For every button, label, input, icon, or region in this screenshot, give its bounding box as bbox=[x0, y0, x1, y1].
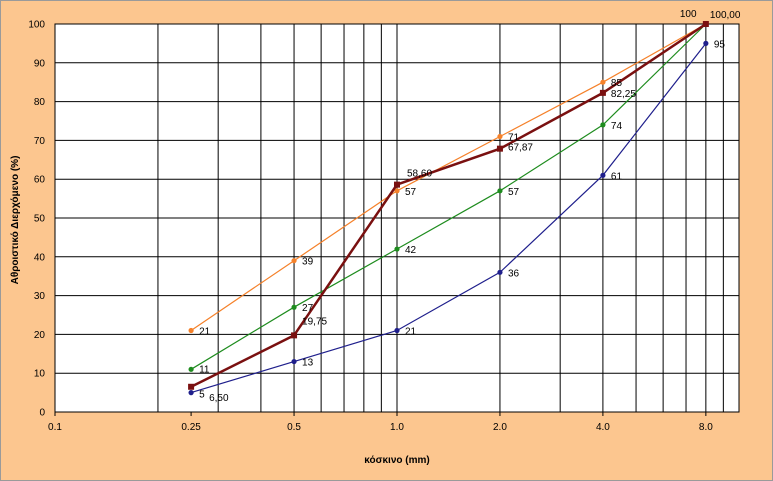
data-label: 6,50 bbox=[209, 393, 229, 404]
x-tick-label: 4.0 bbox=[596, 422, 610, 433]
data-point bbox=[394, 188, 400, 194]
data-label: 21 bbox=[405, 327, 417, 338]
data-label: 61 bbox=[611, 171, 623, 182]
y-tick-label: 10 bbox=[34, 369, 46, 380]
data-label: 27 bbox=[302, 303, 314, 314]
data-label: 13 bbox=[302, 358, 314, 369]
data-label: 11 bbox=[199, 364, 210, 375]
axes: 0 10 20 30 40 50 60 70 80 90 100 0.1 0.25 0.5 1.0 2.0 4.… bbox=[28, 20, 740, 433]
data-point bbox=[188, 366, 194, 372]
y-tick-label: 90 bbox=[34, 58, 46, 69]
data-label: 100,00 bbox=[710, 10, 741, 21]
data-point bbox=[599, 89, 606, 96]
data-point bbox=[497, 188, 503, 194]
data-label: 82,25 bbox=[611, 89, 636, 100]
data-point bbox=[600, 122, 606, 128]
data-labels: 21 39 57 71 85 100 11 27 42 57 74 5 13 21 36 61 95 6,50 19… bbox=[199, 9, 741, 404]
series-line bbox=[190, 22, 707, 388]
data-point bbox=[600, 172, 606, 178]
data-point bbox=[497, 133, 503, 140]
x-tick-label: 0.25 bbox=[181, 422, 201, 433]
data-point bbox=[496, 145, 503, 152]
data-point bbox=[188, 327, 194, 334]
y-tick-label: 50 bbox=[34, 214, 46, 225]
data-label: 42 bbox=[405, 245, 417, 256]
data-label: 36 bbox=[508, 268, 520, 279]
y-tick-label: 70 bbox=[34, 136, 46, 147]
y-tick-label: 60 bbox=[34, 175, 46, 186]
data-point bbox=[394, 327, 400, 334]
x-tick-label: 0.1 bbox=[48, 422, 62, 433]
data-label: 74 bbox=[611, 121, 623, 132]
data-label: 21 bbox=[199, 327, 211, 338]
x-tick-label: 1.0 bbox=[390, 422, 404, 433]
data-label: 95 bbox=[714, 39, 726, 50]
data-label: 39 bbox=[302, 257, 314, 268]
data-point bbox=[188, 390, 194, 396]
data-point bbox=[291, 304, 297, 310]
data-point bbox=[497, 269, 503, 275]
data-point bbox=[394, 246, 400, 252]
y-tick-label: 30 bbox=[34, 291, 46, 302]
series-line bbox=[190, 23, 707, 370]
data-point bbox=[702, 21, 709, 27]
y-tick-label: 20 bbox=[34, 330, 46, 341]
y-axis-title: Αθροιστικό Διερχόμενο (%) bbox=[10, 156, 21, 285]
data-point bbox=[703, 40, 709, 47]
data-label: 100 bbox=[680, 9, 697, 20]
data-point bbox=[600, 79, 606, 85]
data-point bbox=[291, 332, 298, 339]
data-point bbox=[394, 181, 400, 188]
y-tick-label: 100 bbox=[28, 20, 45, 31]
data-point bbox=[188, 383, 195, 390]
y-tick-label: 0 bbox=[39, 408, 45, 419]
x-axis-title: κόσκινο (mm) bbox=[364, 455, 429, 466]
series-lines bbox=[188, 21, 709, 396]
x-tick-label: 8.0 bbox=[699, 422, 713, 433]
y-tick-label: 80 bbox=[34, 97, 46, 108]
data-label: 19,75 bbox=[302, 316, 327, 327]
series-line bbox=[190, 43, 707, 394]
data-point bbox=[291, 358, 297, 365]
grid bbox=[55, 23, 739, 413]
series-line bbox=[190, 23, 707, 331]
data-label: 5 bbox=[199, 390, 205, 401]
data-point bbox=[291, 258, 297, 264]
x-tick-label: 0.5 bbox=[287, 422, 301, 433]
plot-border bbox=[54, 23, 740, 413]
data-label: 67,87 bbox=[508, 143, 533, 154]
data-label: 71 bbox=[508, 133, 520, 144]
data-label: 58,60 bbox=[407, 169, 432, 180]
y-tick-label: 40 bbox=[34, 252, 46, 263]
x-tick-label: 2.0 bbox=[493, 422, 507, 433]
data-label: 57 bbox=[405, 187, 417, 198]
data-label: 57 bbox=[508, 187, 520, 198]
data-label: 85 bbox=[611, 78, 623, 89]
